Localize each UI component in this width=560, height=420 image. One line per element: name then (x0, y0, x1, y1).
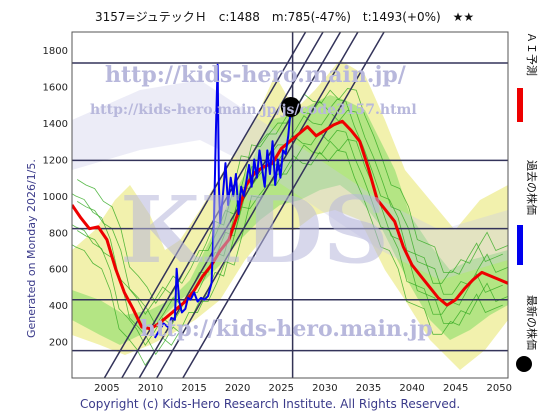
band-trace-0 (72, 149, 503, 367)
legend-latest-marker (516, 356, 532, 372)
x-tick-label-2050: 2050 (487, 383, 512, 394)
x-tick-label-2025: 2025 (269, 383, 294, 394)
y-tick-label-600: 600 (49, 265, 68, 276)
latest-price-dot (280, 97, 301, 118)
y-tick-label-1200: 1200 (43, 155, 68, 166)
band-trace-3 (77, 109, 508, 326)
y-tick-label-1600: 1600 (43, 83, 68, 94)
band-trace-4 (72, 98, 503, 316)
x-tick-label-2040: 2040 (399, 383, 424, 394)
plot-frame (71, 31, 509, 379)
y-tick-label-1800: 1800 (43, 46, 68, 57)
legend: ＡＩ予測 過去の株価 最新の株価 (516, 32, 539, 372)
y-tick-label-1000: 1000 (43, 192, 68, 203)
generated-date-label: Generated on Monday 2026/1/5. (25, 159, 38, 338)
legend-past-marker (517, 225, 523, 265)
x-tick-label-2035: 2035 (356, 383, 381, 394)
watermark-url-bottom: http://kids-hero.main.jp (140, 316, 433, 342)
channel-line-4 (182, 32, 385, 378)
legend-ai-marker (517, 88, 523, 122)
chart-header: 3157=ジュテックＨ c:1488 m:785(-47%) t:1493(+0… (95, 10, 474, 24)
x-tick-label-2010: 2010 (138, 383, 163, 394)
range-band-green (72, 95, 508, 345)
x-tick-label-2005: 2005 (94, 383, 119, 394)
band-trace-1 (77, 139, 508, 356)
watermark-url-stock: http://kids-hero.main.jp/js/code3157.htm… (90, 102, 417, 118)
y-tick-label-1400: 1400 (43, 119, 68, 130)
copyright-footer: Copyright (c) Kids-Hero Research Institu… (80, 397, 460, 411)
channel-line-0 (103, 32, 307, 378)
y-axis-ticks: 200 400 600 800 1000 1200 1400 1600 1800 (43, 46, 68, 348)
x-tick-label-2030: 2030 (312, 383, 337, 394)
watermark-big: KIDS (120, 176, 389, 284)
band-trace-2 (72, 129, 503, 346)
y-tick-label-800: 800 (49, 228, 68, 239)
watermark-url-main: http://kids-hero.main.jp/ (105, 62, 407, 88)
x-tick-label-2015: 2015 (181, 383, 206, 394)
ai-forecast-line (72, 119, 508, 331)
legend-past-label: 過去の株価 (525, 160, 539, 215)
horizontal-grid-lines (72, 62, 508, 352)
plot-content: http://kids-hero.main.jp/ http://kids-he… (72, 32, 508, 378)
x-tick-label-2020: 2020 (225, 383, 250, 394)
y-tick-label-200: 200 (49, 338, 68, 349)
y-tick-label-400: 400 (49, 301, 68, 312)
past-price-line (153, 63, 292, 339)
x-axis-ticks: 2005 2010 2015 2020 2025 2030 2035 2040 2045 2050 (94, 383, 512, 394)
channel-line-3 (155, 32, 359, 378)
legend-latest-label: 最新の株価 (525, 295, 539, 350)
legend-ai-label: ＡＩ予測 (525, 32, 539, 76)
x-tick-label-2045: 2045 (443, 383, 468, 394)
